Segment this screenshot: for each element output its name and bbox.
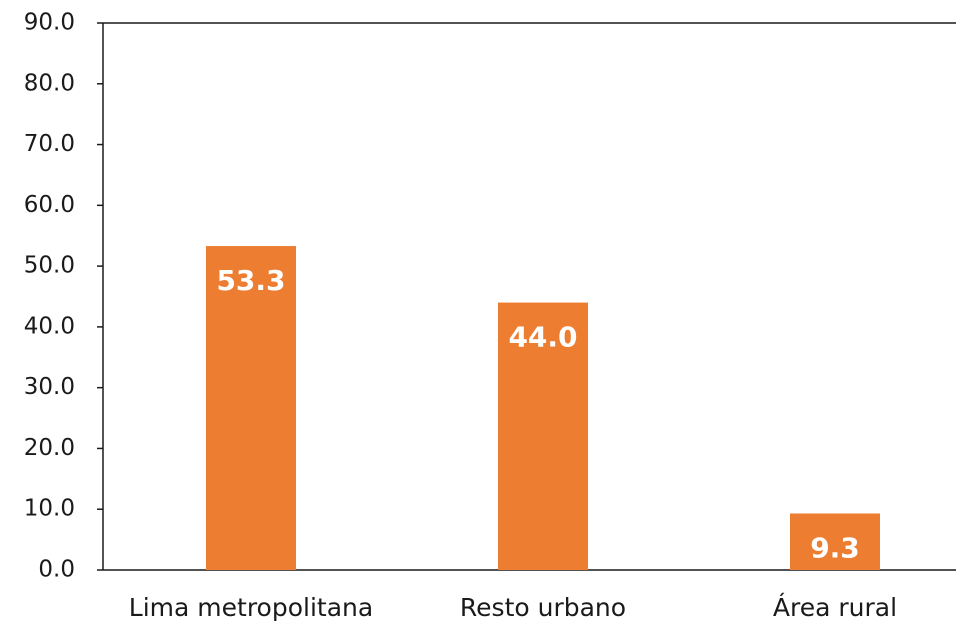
y-tick-label: 10.0 xyxy=(24,496,75,522)
y-tick-label: 60.0 xyxy=(24,192,75,218)
value-label: 53.3 xyxy=(216,264,285,297)
bar xyxy=(206,246,296,570)
y-tick-label: 30.0 xyxy=(24,374,75,400)
value-label: 9.3 xyxy=(810,531,860,564)
y-tick-label: 50.0 xyxy=(24,253,75,279)
bar xyxy=(790,513,880,570)
x-tick-label: Resto urbano xyxy=(460,593,626,622)
y-tick-label: 90.0 xyxy=(24,10,75,36)
y-tick-label: 20.0 xyxy=(24,435,75,461)
x-tick-label: Área rural xyxy=(773,593,897,622)
x-tick-label: Lima metropolitana xyxy=(129,593,373,622)
value-label: 44.0 xyxy=(508,321,577,354)
y-tick-label: 80.0 xyxy=(24,70,75,96)
bar xyxy=(498,302,588,570)
y-tick-label: 0.0 xyxy=(38,557,75,583)
y-tick-label: 70.0 xyxy=(24,131,75,157)
y-tick-label: 40.0 xyxy=(24,313,75,339)
